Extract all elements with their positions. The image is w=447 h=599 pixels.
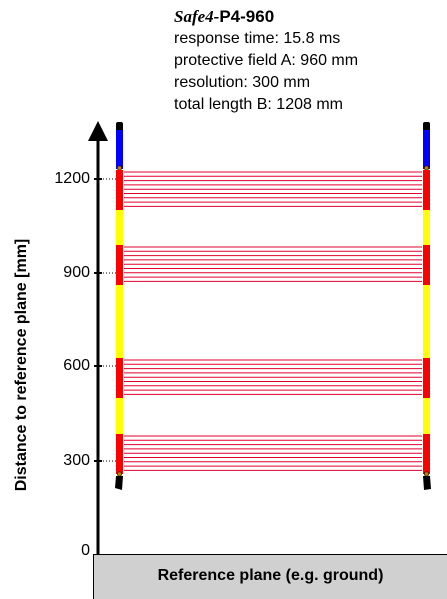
reference-plane-label: Reference plane (e.g. ground) (157, 567, 384, 584)
right-red-1 (423, 170, 430, 210)
right-red-3 (423, 358, 430, 398)
left-yellow-2 (116, 285, 123, 358)
left-red-1 (116, 170, 123, 210)
tick-label-300: 300 (63, 452, 90, 469)
left-top-marker (117, 165, 123, 171)
total-length: total length B: 1208 mm (174, 96, 343, 113)
right-top-cap (423, 122, 430, 132)
left-light-curtain (115, 122, 123, 490)
right-blue-segment (423, 130, 430, 169)
tick-label-600: 600 (63, 357, 90, 374)
right-light-curtain (423, 122, 431, 490)
reference-plane: Reference plane (e.g. ground) (93, 554, 447, 599)
tick-label-0: 0 (81, 542, 90, 559)
protective-field: protective field A: 960 mm (174, 52, 359, 69)
left-yellow-1 (116, 210, 123, 245)
right-red-2 (423, 245, 430, 285)
device-title: Safe4-P4-960 (174, 6, 444, 28)
tick-label-1200: 1200 (54, 170, 90, 187)
left-red-4 (116, 434, 123, 474)
device-info: Safe4-P4-960 response time: 15.8 ms prot… (174, 6, 444, 116)
light-beams (124, 171, 422, 471)
left-blue-segment (116, 130, 123, 169)
right-bottom-cap (423, 476, 431, 490)
right-yellow-1 (423, 210, 430, 245)
right-yellow-3 (423, 398, 430, 434)
left-yellow-3 (116, 398, 123, 434)
resolution: resolution: 300 mm (174, 74, 311, 91)
left-bottom-cap (115, 476, 123, 490)
left-red-3 (116, 358, 123, 398)
response-time: response time: 15.8 ms (174, 30, 341, 47)
tick-label-900: 900 (63, 264, 90, 281)
right-bottom-marker (423, 471, 429, 477)
left-red-2 (116, 245, 123, 285)
right-red-4 (423, 434, 430, 474)
right-yellow-2 (423, 285, 430, 358)
device-brand: Safe4- (174, 7, 220, 26)
y-axis-arrow (88, 121, 108, 141)
left-bottom-marker (117, 471, 123, 477)
device-model: P4-960 (219, 7, 275, 26)
left-top-cap (116, 122, 123, 132)
right-top-marker (423, 165, 429, 171)
